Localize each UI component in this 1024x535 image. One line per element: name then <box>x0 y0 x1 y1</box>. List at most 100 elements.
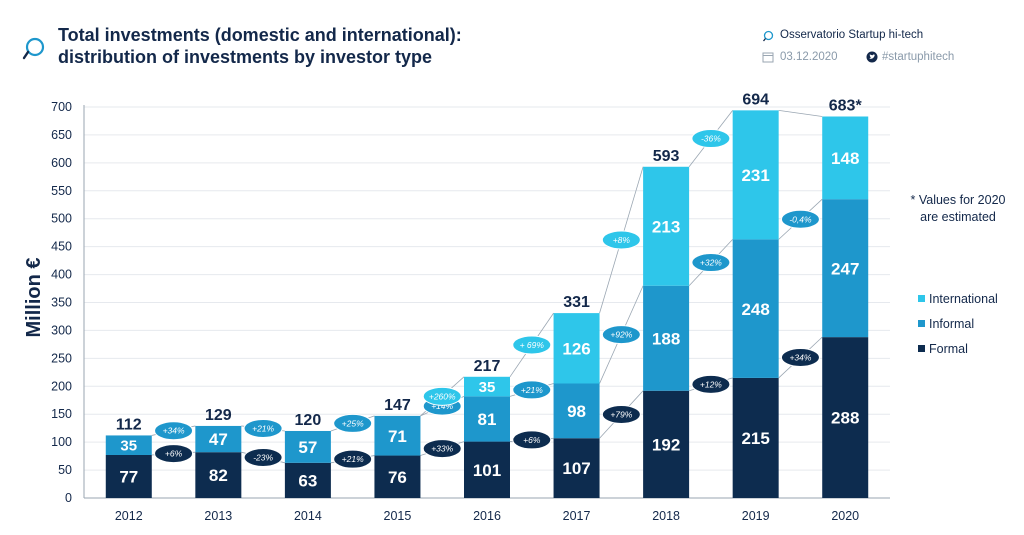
y-axis-label: Million € <box>23 258 45 338</box>
x-tick-label: 2016 <box>473 509 501 523</box>
total-label: 217 <box>474 358 501 375</box>
growth-bubble-informal <box>691 253 731 273</box>
legend-swatch-international <box>918 295 925 302</box>
growth-bubble-informal <box>512 380 552 400</box>
bar-informal-2012 <box>105 435 152 455</box>
header: Total investments (domestic and internat… <box>0 0 1024 80</box>
y-tick-label: 550 <box>51 184 72 198</box>
y-tick-label: 0 <box>65 491 72 505</box>
segment-label-formal: 215 <box>741 429 769 448</box>
growth-bubble-informal <box>601 325 641 345</box>
bar-international-2016 <box>464 376 510 397</box>
bar-informal-2016 <box>464 396 510 442</box>
x-tick-label: 2014 <box>294 509 322 523</box>
growth-label-informal: +21% <box>252 423 274 433</box>
bar-formal-2020 <box>822 337 869 498</box>
title-line-1: Total investments (domestic and internat… <box>58 25 462 45</box>
source-label: Osservatorio Startup hi-tech <box>780 29 924 41</box>
bar-international-2020 <box>822 116 869 200</box>
segment-label-formal: 63 <box>298 472 317 491</box>
segment-label-informal: 248 <box>741 300 769 319</box>
segment-label-formal: 82 <box>209 466 228 485</box>
x-tick-label: 2015 <box>384 509 412 523</box>
segment-label-international: 126 <box>562 339 590 358</box>
connector-line <box>778 109 823 117</box>
total-label: 112 <box>116 416 142 433</box>
title-line-2: distribution of investments by investor … <box>58 47 433 67</box>
twitter-icon <box>866 51 878 63</box>
growth-bubble-informal <box>333 413 373 433</box>
growth-bubble-international <box>512 335 552 355</box>
y-tick-label: 50 <box>58 463 72 477</box>
legend-item-informal: Informal <box>918 311 998 336</box>
y-tick-label: 350 <box>51 296 72 310</box>
growth-bubble-formal <box>333 449 373 469</box>
total-label: 694 <box>742 91 769 108</box>
growth-bubble-formal <box>154 444 194 464</box>
y-tick-label: 100 <box>51 435 72 449</box>
date-label: 03.12.2020 <box>780 51 838 63</box>
growth-label-international: +8% <box>613 235 631 245</box>
growth-label-formal: -23% <box>253 453 273 463</box>
bar-informal-2014 <box>284 430 331 463</box>
growth-label-informal: +25% <box>342 418 364 428</box>
total-label: 683* <box>829 97 863 114</box>
segment-label-formal: 192 <box>652 435 680 454</box>
observatory-logo-icon <box>22 37 45 60</box>
bar-formal-2014 <box>284 462 331 498</box>
growth-bubble-informal <box>780 209 820 229</box>
search-logo-icon <box>762 30 774 42</box>
growth-label-informal: +34% <box>163 426 185 436</box>
bar-international-2017 <box>553 313 600 384</box>
y-tick-label: 650 <box>51 128 72 142</box>
bar-formal-2012 <box>105 454 152 498</box>
segment-label-informal: 47 <box>209 430 228 449</box>
segment-label-informal: 188 <box>652 329 680 348</box>
bar-informal-2015 <box>374 415 421 456</box>
growth-label-formal: +34% <box>789 353 811 363</box>
growth-bubble-informal <box>154 421 194 441</box>
growth-bubble-formal <box>512 430 552 450</box>
y-tick-label: 400 <box>51 268 72 282</box>
segment-label-formal: 101 <box>473 461 501 480</box>
page-title: Total investments (domestic and internat… <box>58 24 462 68</box>
calendar-icon <box>762 52 774 63</box>
y-tick-label: 150 <box>51 407 72 421</box>
segment-label-international: 35 <box>479 379 496 396</box>
y-tick-label: 450 <box>51 240 72 254</box>
hashtag-label: #startuphitech <box>882 51 955 63</box>
legend-label-informal: Informal <box>929 316 975 331</box>
legend-item-international: International <box>918 286 998 311</box>
segment-label-formal: 288 <box>831 409 859 428</box>
x-tick-label: 2020 <box>831 509 859 523</box>
bar-informal-2013 <box>195 425 242 453</box>
growth-label-formal: +21% <box>342 454 364 464</box>
growth-bubble-informal <box>243 418 283 438</box>
bar-international-2019 <box>732 110 779 240</box>
x-tick-label: 2013 <box>204 509 232 523</box>
growth-bubble-formal <box>243 448 283 468</box>
legend-label-formal: Formal <box>929 341 968 356</box>
x-tick-label: 2012 <box>115 509 143 523</box>
x-tick-label: 2019 <box>742 509 770 523</box>
growth-label-international: -36% <box>701 134 721 144</box>
y-tick-label: 600 <box>51 156 72 170</box>
segment-label-informal: 81 <box>478 410 497 429</box>
legend-item-formal: Formal <box>918 336 998 361</box>
bar-formal-2018 <box>643 390 690 498</box>
legend-label-international: International <box>929 291 998 306</box>
segment-label-informal: 247 <box>831 259 859 278</box>
growth-bubble-international <box>691 129 731 149</box>
total-label: 147 <box>384 397 411 414</box>
segment-label-international: 231 <box>741 166 769 185</box>
segment-label-informal: 57 <box>298 438 317 457</box>
y-tick-label: 500 <box>51 212 72 226</box>
total-label: 129 <box>205 407 232 424</box>
legend-swatch-informal <box>918 320 925 327</box>
segment-label-informal: 71 <box>388 427 407 446</box>
y-tick-label: 700 <box>51 100 72 114</box>
growth-bubble-formal <box>422 439 462 459</box>
growth-label-formal: +79% <box>610 409 632 419</box>
growth-label-international: + 69% <box>520 340 545 350</box>
growth-label-informal: -0,4% <box>789 214 812 224</box>
